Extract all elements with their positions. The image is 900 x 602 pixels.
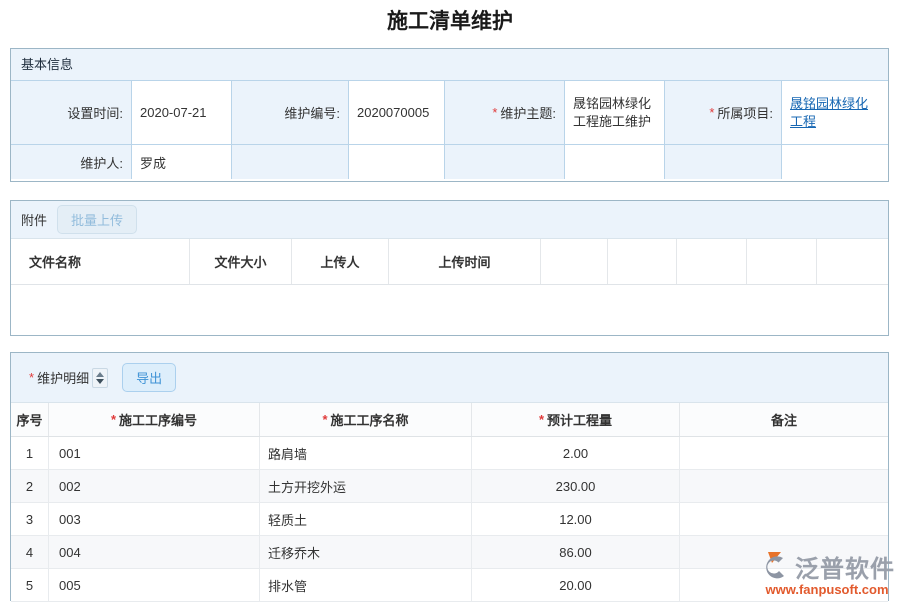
cell-code: 004	[48, 536, 259, 568]
col-empty	[607, 239, 676, 284]
table-row[interactable]: 4 004 迁移乔木 86.00	[11, 536, 888, 569]
cell-name: 土方开挖外运	[259, 470, 471, 502]
table-row[interactable]: 5 005 排水管 20.00	[11, 569, 888, 602]
table-row[interactable]: 2 002 土方开挖外运 230.00	[11, 470, 888, 503]
col-uploader: 上传人	[291, 239, 388, 284]
cell-name: 迁移乔木	[259, 536, 471, 568]
col-qty: * 预计工程量	[471, 403, 679, 436]
attachments-empty-body	[11, 285, 888, 335]
required-asterisk: *	[322, 412, 328, 427]
cell-name: 路肩墙	[259, 437, 471, 469]
watermark-url: www.fanpusoft.com	[765, 582, 889, 597]
col-empty	[746, 239, 816, 284]
sort-up-icon	[96, 371, 105, 377]
empty-label-cell	[231, 144, 348, 179]
required-asterisk: *	[29, 370, 35, 385]
project-label-text: 所属项目:	[717, 106, 773, 121]
col-upload-time: 上传时间	[388, 239, 540, 284]
cell-qty: 230.00	[471, 470, 679, 502]
maintainer-label: 维护人:	[11, 144, 131, 179]
empty-value-cell	[564, 144, 664, 179]
cell-seq: 4	[25, 544, 34, 560]
cell-remark	[679, 503, 888, 535]
attachments-toolbar: 附件 批量上传	[11, 201, 888, 239]
empty-value-cell	[781, 144, 888, 179]
page-title: 施工清单维护	[387, 10, 513, 33]
cell-code: 005	[48, 569, 259, 601]
cell-qty: 2.00	[471, 437, 679, 469]
cell-qty: 20.00	[471, 569, 679, 601]
cell-seq: 2	[25, 478, 34, 494]
col-empty	[816, 239, 888, 284]
cell-name: 轻质土	[259, 503, 471, 535]
cell-code: 003	[48, 503, 259, 535]
cell-qty: 12.00	[471, 503, 679, 535]
subject-value: 晟铭园林绿化工程施工维护	[564, 81, 664, 144]
attachments-header-row: 文件名称 文件大小 上传人 上传时间	[11, 239, 888, 285]
project-value: 晟铭园林绿化工程	[781, 81, 888, 144]
cell-remark	[679, 569, 888, 601]
set-time-value: 2020-07-21	[131, 81, 231, 144]
col-name: * 施工工序名称	[259, 403, 471, 436]
cell-seq: 1	[25, 445, 34, 461]
col-seq: 序号	[16, 413, 43, 428]
cell-remark	[679, 536, 888, 568]
maintain-no-value: 2020070005	[348, 81, 444, 144]
col-code: * 施工工序编号	[48, 403, 259, 436]
col-file-name: 文件名称	[29, 255, 82, 270]
details-section-title: 维护明细	[37, 371, 90, 386]
required-asterisk: *	[492, 105, 498, 120]
basic-info-section-title: 基本信息	[11, 49, 888, 81]
basic-info-row-1: 设置时间: 2020-07-21 维护编号: 2020070005 * 维护主题…	[11, 81, 888, 144]
cell-qty: 86.00	[471, 536, 679, 568]
sort-down-icon	[96, 378, 105, 384]
empty-value-cell	[348, 144, 444, 179]
cell-remark	[679, 437, 888, 469]
maintain-no-label: 维护编号:	[231, 81, 348, 144]
col-empty	[540, 239, 607, 284]
details-panel: * 维护明细 导出 序号 * 施工工序编号 * 施工工序名称 * 预计工程量 备…	[10, 352, 889, 602]
export-button[interactable]: 导出	[122, 363, 177, 392]
col-remark: 备注	[679, 403, 888, 436]
maintainer-value: 罗成	[131, 144, 231, 179]
basic-info-row-2: 维护人: 罗成	[11, 144, 888, 179]
fanpu-logo-icon	[766, 551, 784, 578]
col-empty	[676, 239, 746, 284]
attachments-panel: 附件 批量上传 文件名称 文件大小 上传人 上传时间	[10, 200, 889, 336]
cell-seq: 3	[25, 511, 34, 527]
empty-label-cell	[444, 144, 564, 179]
cell-seq: 5	[25, 577, 34, 593]
empty-label-cell	[664, 144, 781, 179]
required-asterisk: *	[110, 412, 117, 427]
watermark-brand: 泛普软件	[795, 556, 895, 583]
sort-icon[interactable]	[92, 367, 109, 388]
basic-info-panel: 基本信息 设置时间: 2020-07-21 维护编号: 2020070005 *…	[10, 48, 889, 182]
batch-upload-button[interactable]: 批量上传	[57, 205, 138, 234]
cell-remark	[679, 470, 888, 502]
required-asterisk: *	[538, 412, 545, 427]
project-link[interactable]: 晟铭园林绿化工程	[790, 95, 869, 129]
details-toolbar: * 维护明细 导出	[11, 353, 888, 403]
cell-name: 排水管	[259, 569, 471, 601]
subject-label: * 维护主题:	[444, 81, 564, 144]
details-header-row: 序号 * 施工工序编号 * 施工工序名称 * 预计工程量 备注	[11, 403, 888, 437]
attachments-section-title: 附件	[21, 213, 48, 228]
watermark: 泛普软件 www.fanpusoft.com	[759, 549, 895, 597]
table-row[interactable]: 3 003 轻质土 12.00	[11, 503, 888, 536]
set-time-label: 设置时间:	[11, 81, 131, 144]
subject-label-text: 维护主题:	[500, 106, 556, 121]
col-file-size: 文件大小	[189, 239, 291, 284]
cell-code: 001	[48, 437, 259, 469]
cell-code: 002	[48, 470, 259, 502]
table-row[interactable]: 1 001 路肩墙 2.00	[11, 437, 888, 470]
project-label: * 所属项目:	[664, 81, 781, 144]
required-asterisk: *	[709, 105, 715, 120]
